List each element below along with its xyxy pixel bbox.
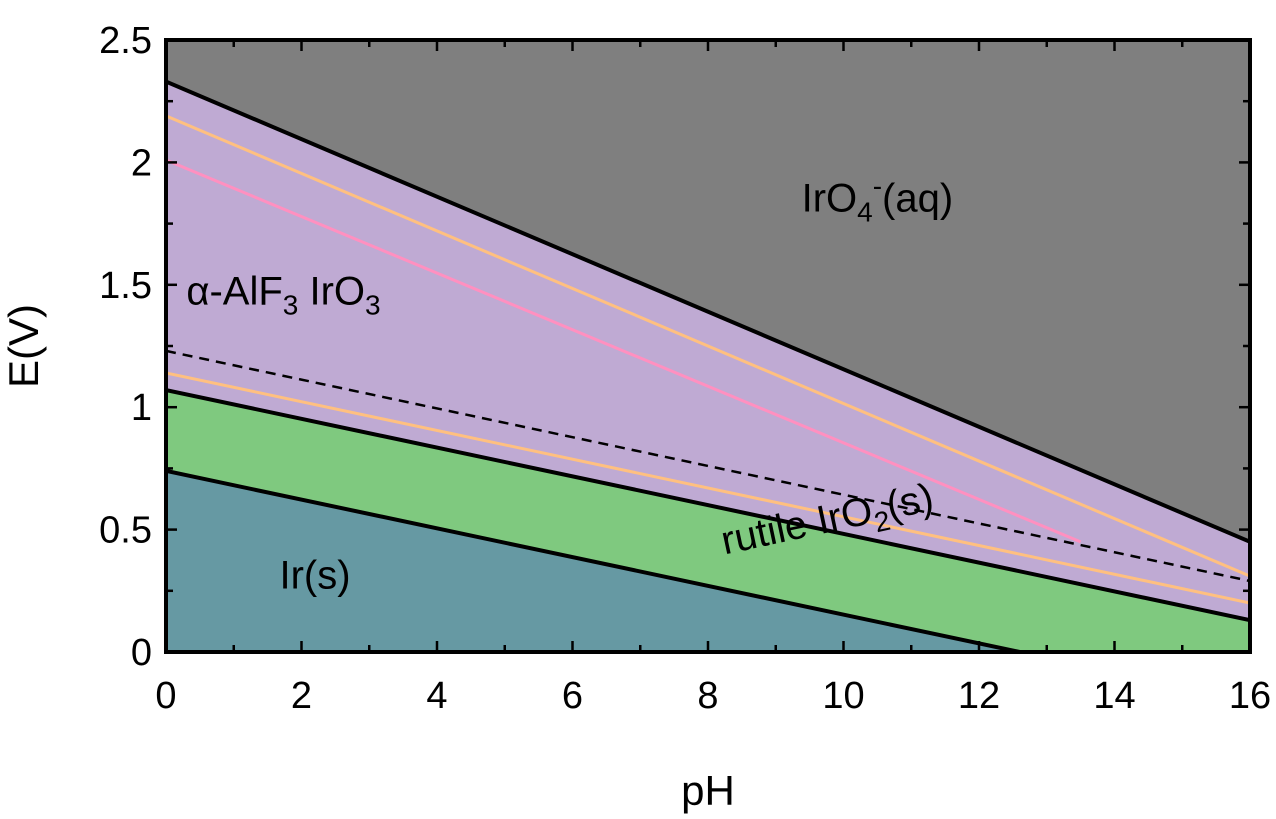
series-line-6 bbox=[166, 158, 1082, 544]
label-iro4-aq: IrO4-(aq) bbox=[802, 170, 954, 227]
y-tick-label: 2 bbox=[131, 142, 152, 184]
series-line-3 bbox=[166, 349, 1250, 583]
series-line-4 bbox=[166, 114, 1250, 578]
y-tick-label: 0.5 bbox=[99, 510, 152, 552]
x-axis-title: pH bbox=[681, 767, 735, 814]
series-line-2 bbox=[166, 468, 1021, 652]
y-tick-label: 0 bbox=[131, 632, 152, 674]
x-tick-label: 16 bbox=[1229, 675, 1271, 717]
label-alpha-alf3-iro3: α-AlF3 IrO3 bbox=[186, 269, 380, 320]
y-tick-label: 1.5 bbox=[99, 265, 152, 307]
y-tick-label: 1 bbox=[131, 387, 152, 429]
x-tick-label: 12 bbox=[958, 675, 1000, 717]
label-ir-s: Ir(s) bbox=[280, 553, 351, 597]
x-tick-label: 14 bbox=[1093, 675, 1135, 717]
x-tick-label: 8 bbox=[697, 675, 718, 717]
series-line-0 bbox=[166, 79, 1250, 544]
x-tick-label: 4 bbox=[426, 675, 447, 717]
y-axis-title: E(V) bbox=[0, 304, 47, 388]
x-tick-label: 2 bbox=[291, 675, 312, 717]
series-line-1 bbox=[166, 388, 1250, 623]
y-tick-label: 2.5 bbox=[99, 20, 152, 62]
series-line-5 bbox=[166, 371, 1250, 605]
x-tick-label: 10 bbox=[822, 675, 864, 717]
x-tick-label: 0 bbox=[155, 675, 176, 717]
x-tick-label: 6 bbox=[562, 675, 583, 717]
